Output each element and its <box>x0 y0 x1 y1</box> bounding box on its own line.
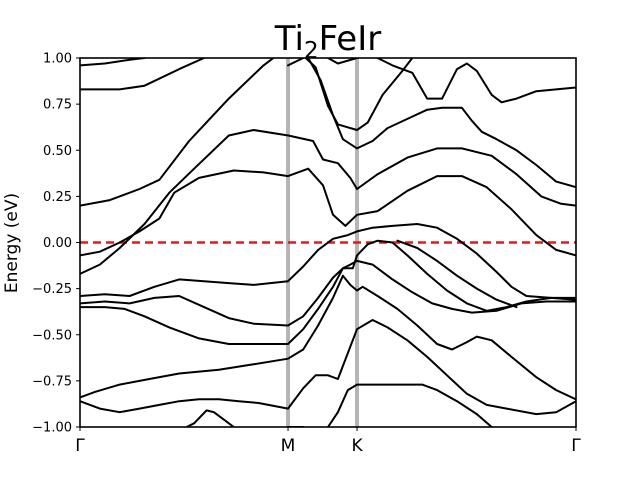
band-line-19 <box>376 58 444 100</box>
band-line-15 <box>307 58 576 189</box>
band-line-1 <box>80 58 146 67</box>
y-tick-label: 0.25 <box>43 190 72 205</box>
band-line-5 <box>80 167 576 257</box>
kpoint-label-2: K <box>351 436 363 456</box>
band-line-7 <box>80 239 576 327</box>
y-axis-label: Energy (eV) <box>2 193 22 293</box>
band-line-18 <box>441 62 576 104</box>
band-line-2 <box>80 58 205 91</box>
chart-title-rest: FeIr <box>319 19 382 59</box>
y-tick-label: −0.50 <box>32 328 72 343</box>
y-tick-label: 0.50 <box>43 144 72 159</box>
band-line-17 <box>327 58 358 65</box>
y-tick-label: 0.00 <box>43 236 72 251</box>
chart-title-base: Ti <box>274 19 304 59</box>
band-line-6 <box>80 223 576 301</box>
plot-frame <box>79 57 577 428</box>
band-line-8 <box>80 259 576 345</box>
y-tick-label: −0.75 <box>32 374 72 389</box>
band-line-12 <box>327 383 493 427</box>
band-line-4 <box>80 129 576 275</box>
kpoint-label-3: Γ <box>571 436 581 456</box>
band-line-20 <box>396 239 518 309</box>
y-ticks: −1.00 −0.75 −0.50 −0.25 0.00 0.25 0.50 0.75 1.00 <box>32 52 80 436</box>
band-lines <box>80 58 576 427</box>
kpoint-label-0: Γ <box>75 436 85 456</box>
y-tick-label: 1.00 <box>43 52 72 67</box>
band-line-16 <box>287 58 305 67</box>
y-tick-label: 0.75 <box>43 98 72 113</box>
kpoint-label-1: M <box>281 436 296 456</box>
band-line-11 <box>185 409 235 427</box>
chart-title-subscript: 2 <box>304 38 319 64</box>
y-tick-label: −1.00 <box>32 421 72 436</box>
band-line-9 <box>80 274 576 401</box>
y-tick-label: −0.25 <box>32 282 72 297</box>
band-line-10 <box>80 319 576 416</box>
band-line-3 <box>80 58 275 207</box>
